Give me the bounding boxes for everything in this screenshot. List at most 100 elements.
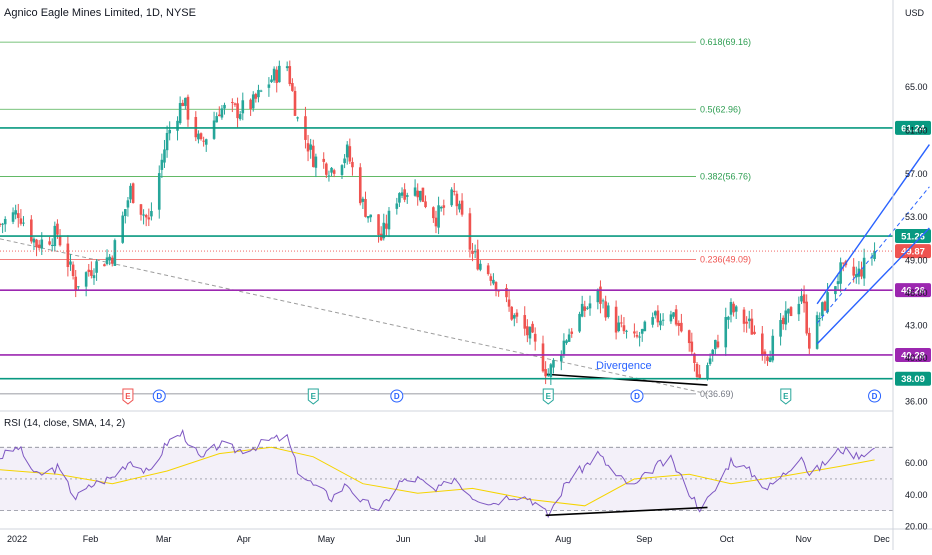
candle-body	[113, 240, 117, 266]
candle-body	[460, 200, 464, 215]
dividend-icon[interactable]: D	[152, 389, 166, 403]
horizontal-levels[interactable]: 61.24 51.26 46.26 40.28 38.09 49.87	[0, 120, 931, 386]
dividend-icon[interactable]: D	[390, 389, 404, 403]
candle-body	[251, 94, 255, 109]
rsi-divergence-line[interactable]	[545, 506, 708, 517]
candle-body	[716, 341, 720, 348]
candle-body	[687, 330, 691, 344]
channel-mid-line[interactable]	[816, 186, 930, 324]
candle-body	[656, 310, 660, 323]
candle-body	[231, 102, 234, 104]
candle-body	[528, 326, 532, 339]
level-price-tag	[895, 347, 931, 362]
rsi-line	[0, 428, 875, 519]
descending-trendline[interactable]	[0, 238, 708, 395]
candle-body	[787, 308, 790, 314]
price-tick-label: 36.00	[905, 396, 928, 406]
earnings-icon[interactable]: E	[780, 388, 792, 405]
candle-body	[742, 309, 746, 324]
candle-body	[873, 251, 876, 260]
dividend-icon[interactable]: D	[630, 389, 644, 403]
candle-body	[761, 333, 764, 355]
candle-body	[296, 117, 299, 119]
earnings-icon[interactable]: E	[307, 388, 319, 405]
parallel-channel[interactable]	[816, 144, 930, 345]
candle-body	[620, 322, 623, 324]
candle-body	[854, 274, 858, 278]
candle-body	[622, 325, 626, 332]
candle-body	[805, 301, 808, 334]
candle-body	[400, 192, 404, 196]
candle-body	[223, 104, 226, 109]
dividend-marker-shape	[152, 389, 166, 403]
fib-level-label: 0.618(69.16)	[700, 37, 751, 47]
candle-body	[724, 317, 728, 348]
candle-body	[19, 218, 23, 224]
price-divergence-line[interactable]	[545, 373, 708, 386]
candle-body	[552, 360, 555, 368]
channel-upper-line[interactable]	[816, 144, 930, 305]
trendline-layer[interactable]: Divergence	[0, 238, 708, 395]
candle-body	[771, 335, 775, 361]
candle-body	[22, 222, 25, 224]
candle-body	[570, 331, 574, 334]
candle-body	[358, 167, 362, 204]
candle-body	[711, 349, 715, 356]
candle-body	[285, 66, 289, 69]
candle-body	[852, 266, 855, 276]
earnings-marker-shape	[307, 388, 319, 405]
fibonacci-retracement[interactable]: 0.618(69.16) 0.5(62.96) 0.382(56.76) 0.236(…	[0, 37, 751, 399]
candle-body	[129, 185, 132, 200]
time-tick-label: Dec	[874, 534, 891, 544]
candle-body	[512, 315, 516, 319]
candle-body	[826, 292, 829, 313]
candle-body	[492, 279, 495, 284]
candle-body	[340, 165, 344, 175]
candle-body	[74, 276, 78, 290]
rsi-tick-label: 60.00	[905, 458, 928, 468]
candle-body	[523, 315, 527, 329]
candle-body	[142, 214, 145, 216]
candle-body	[69, 261, 72, 265]
candle-body	[147, 217, 151, 220]
candle-body	[583, 306, 587, 311]
earnings-icon[interactable]: E	[122, 388, 134, 405]
candle-body	[416, 190, 420, 198]
candle-body	[202, 140, 205, 142]
candle-body	[165, 132, 169, 151]
candle-body	[588, 303, 592, 309]
axes[interactable]: 36.00 40.00 43.00 46.00 49.00 53.00 57.00 61.00…	[7, 0, 928, 550]
candle-body	[254, 93, 258, 99]
candle-body	[614, 306, 618, 333]
earnings-icon[interactable]: E	[542, 388, 554, 405]
candle-body	[455, 193, 459, 207]
candle-body	[821, 302, 824, 317]
candle-body	[50, 244, 54, 246]
dividend-icon[interactable]: D	[868, 389, 882, 403]
candle-body	[510, 306, 513, 320]
candle-body	[103, 264, 106, 267]
candle-body	[567, 334, 571, 342]
candle-body	[815, 315, 819, 349]
candle-body	[84, 272, 88, 287]
candle-body	[526, 326, 529, 336]
candle-body	[486, 265, 490, 275]
time-tick-label: Feb	[83, 534, 99, 544]
candle-body	[468, 213, 472, 250]
candle-body	[862, 257, 866, 279]
candle-body	[257, 89, 260, 98]
candle-body	[311, 145, 315, 167]
candle-body	[734, 306, 738, 312]
candle-body	[398, 193, 401, 203]
candle-body	[599, 286, 602, 304]
candle-body	[212, 120, 216, 139]
candle-body	[836, 281, 840, 285]
channel-lower-line[interactable]	[816, 227, 930, 345]
level-price-tag	[895, 120, 931, 135]
rsi-pane[interactable]: RSI (14, close, SMA, 14, 2)	[0, 418, 893, 519]
candle-body	[640, 329, 644, 334]
candle-body	[275, 69, 279, 83]
